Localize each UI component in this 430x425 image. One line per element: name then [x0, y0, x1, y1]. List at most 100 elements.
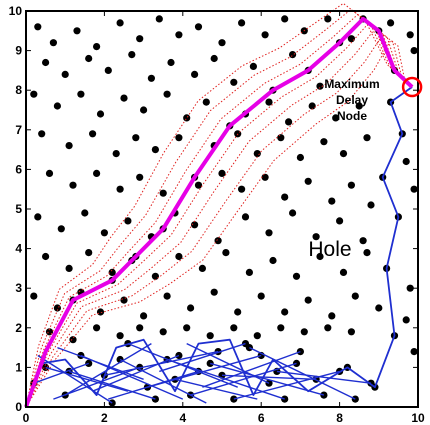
node-point [202, 98, 210, 106]
node-point [136, 324, 144, 332]
node-point [339, 150, 348, 158]
node-point [265, 229, 273, 237]
node-point [136, 173, 144, 181]
node-point [281, 308, 289, 316]
y-tick-label: 2 [15, 321, 22, 335]
node-point [363, 249, 371, 257]
node-point [69, 181, 77, 189]
node-point [234, 308, 242, 316]
node-point [289, 209, 297, 217]
node-point [96, 308, 105, 316]
mesh-link [33, 362, 89, 384]
mesh-link [37, 354, 113, 404]
node-point [93, 324, 101, 332]
node-point [155, 15, 163, 23]
y-tick-label: 7 [15, 123, 22, 137]
node-point [218, 39, 226, 47]
node-point [355, 102, 363, 110]
node-point [61, 70, 69, 78]
node-point [312, 233, 320, 241]
node-point [269, 256, 277, 265]
node-point [120, 296, 128, 304]
x-tick-label: 0 [23, 411, 30, 425]
node-point [281, 15, 289, 23]
node-point [249, 62, 257, 70]
node-point [238, 185, 246, 193]
annotations: Maximum Delay Node Hole [308, 77, 379, 261]
node-point [261, 31, 269, 39]
y-tick-label: 8 [15, 83, 22, 97]
dotted-route [25, 33, 413, 408]
node-point [163, 292, 171, 300]
x-tick-label: 6 [258, 411, 265, 425]
node-point [367, 201, 375, 209]
node-point [124, 217, 132, 225]
node-point [49, 39, 58, 47]
node-point [210, 288, 218, 296]
node-point [183, 324, 191, 332]
y-tick-label: 0 [15, 400, 22, 414]
node-point [89, 130, 97, 138]
node-point [359, 237, 367, 245]
node-point [316, 82, 324, 90]
node-point [300, 328, 308, 336]
node-point [100, 229, 108, 237]
node-point [304, 177, 312, 185]
node-point [336, 217, 344, 225]
node-point [320, 138, 328, 146]
y-tick-label: 4 [15, 242, 22, 256]
node-point [175, 252, 183, 261]
node-point [183, 114, 191, 122]
node-point [116, 185, 124, 193]
node-point [222, 249, 230, 257]
mesh-link [210, 362, 325, 396]
node-point [230, 78, 238, 86]
node-point [347, 328, 355, 336]
node-point [81, 209, 89, 217]
node-point [328, 312, 336, 320]
node-point [57, 225, 65, 233]
y-tick-label: 3 [15, 281, 22, 295]
node-point [347, 181, 355, 189]
node-point [281, 193, 289, 201]
node-point [328, 197, 336, 205]
node-point [387, 19, 395, 27]
node-point [73, 27, 81, 35]
node-point [191, 221, 199, 229]
node-point [104, 66, 112, 74]
node-point [42, 58, 50, 67]
node-point [324, 15, 332, 23]
node-point [289, 51, 297, 59]
node-point [69, 336, 77, 344]
x-tick-label: 10 [411, 411, 425, 425]
mesh-link [233, 370, 340, 400]
node-point [136, 35, 144, 43]
node-point [375, 304, 383, 312]
node-point [363, 134, 371, 142]
x-tick-label: 8 [336, 411, 343, 425]
route-paths [24, 16, 414, 408]
node-point [332, 114, 340, 122]
node-point [324, 324, 332, 332]
y-tick-label: 1 [15, 360, 22, 374]
node-point [175, 134, 183, 142]
hole-label: Hole [308, 238, 351, 261]
x-tick-label: 4 [179, 411, 186, 425]
node-point [151, 272, 159, 280]
node-point [230, 324, 238, 332]
node-point [167, 58, 175, 67]
sensor-nodes [30, 15, 418, 407]
node-point [140, 106, 148, 114]
node-point [65, 264, 73, 272]
mesh-link [45, 366, 129, 392]
node-point [30, 292, 38, 300]
mesh-link [276, 370, 372, 384]
node-point [402, 316, 410, 324]
node-point [285, 118, 293, 126]
node-point [34, 213, 42, 221]
node-point [230, 395, 238, 403]
mesh-link [174, 378, 258, 400]
node-point [277, 134, 285, 142]
node-point [77, 90, 85, 98]
